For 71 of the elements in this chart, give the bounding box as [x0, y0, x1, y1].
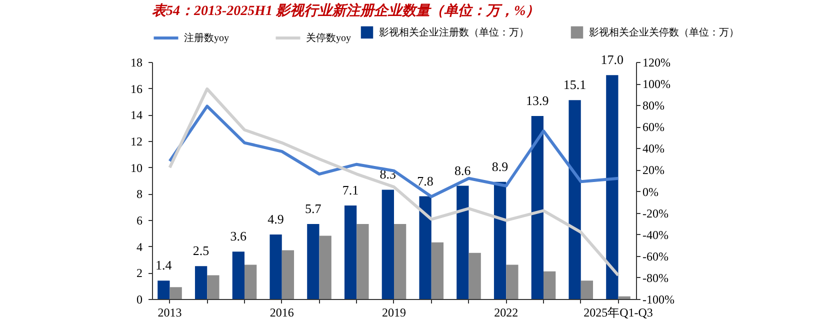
y2-tick-label: 0%: [642, 184, 658, 199]
y2-tick-label: -60%: [642, 249, 668, 264]
bar: [232, 252, 244, 299]
y-tick-label: 14: [130, 108, 142, 122]
y2-tick-label: -40%: [642, 228, 668, 242]
y2-tick-label: -100%: [642, 292, 674, 306]
x-tick-label: 2025年Q1-Q3: [584, 306, 653, 320]
bar: [580, 280, 594, 299]
data-label: 2.5: [192, 243, 210, 258]
bar: [494, 182, 506, 299]
bar: [544, 271, 556, 299]
data-label: 4.9: [268, 211, 284, 226]
data-label: 8.6: [454, 162, 472, 178]
y-tick-label: 4: [136, 240, 142, 254]
legend-label: 影视相关企业注册数（单位：万）: [379, 26, 529, 38]
bar: [382, 190, 394, 299]
bar: [568, 100, 581, 299]
data-label: 13.9: [526, 92, 549, 108]
bar: [307, 224, 320, 299]
data-label: 1.4: [156, 258, 172, 273]
bar: [170, 287, 182, 299]
y-tick-label: 6: [136, 214, 142, 228]
legend-label: 影视相关企业关停数（单位：万）: [589, 26, 739, 38]
data-label: 7.1: [342, 182, 359, 198]
y-tick-label: 16: [130, 82, 142, 96]
data-label: 7.8: [417, 173, 434, 188]
y-tick-label: 10: [130, 160, 142, 175]
y2-tick-label: 40%: [642, 142, 664, 156]
bar: [344, 206, 357, 299]
data-label: 15.1: [563, 77, 586, 92]
data-label: 8.9: [492, 158, 508, 174]
y2-tick-label: 60%: [642, 120, 664, 134]
bar: [456, 186, 469, 299]
bar: [244, 264, 257, 299]
x-tick-label: 2013: [158, 306, 182, 320]
bar: [282, 250, 294, 299]
bar: [319, 236, 332, 299]
x-tick-label: 2022: [494, 306, 518, 320]
legend-label: 注册数yoy: [184, 32, 229, 44]
y-tick-label: 2: [136, 266, 142, 280]
data-label: 17.0: [600, 52, 624, 68]
bar: [207, 275, 220, 299]
line-series: [168, 104, 620, 198]
bar: [431, 242, 444, 299]
x-tick-label: 2019: [382, 306, 406, 320]
y-tick-label: 12: [130, 134, 142, 148]
bar: [531, 116, 544, 299]
chart-title: 表54：2013-2025H1 影视行业新注册企业数量（单位：万，%）: [152, 2, 540, 19]
bar: [394, 224, 406, 299]
bar: [468, 252, 481, 299]
bar: [158, 280, 170, 299]
data-label: 3.6: [230, 228, 248, 244]
bar: [356, 224, 369, 299]
bar: [270, 234, 282, 299]
y-tick-label: 8: [136, 187, 142, 202]
y2-tick-label: 20%: [642, 163, 664, 178]
data-label: 5.7: [305, 200, 322, 216]
bar: [606, 75, 618, 299]
y-tick-label: 18: [130, 56, 142, 70]
x-tick-label: 2016: [270, 306, 294, 320]
y-tick-label: 0: [136, 292, 142, 306]
y2-tick-label: 100%: [642, 77, 670, 92]
bar: [618, 296, 630, 299]
y2-tick-label: -20%: [642, 206, 668, 220]
bar: [194, 266, 208, 299]
legend-label: 关停数yoy: [306, 32, 351, 44]
y2-tick-label: -80%: [642, 270, 668, 285]
y2-tick-label: 80%: [642, 98, 664, 113]
bar: [419, 196, 432, 299]
bar: [506, 264, 518, 299]
y2-tick-label: 120%: [642, 56, 670, 70]
